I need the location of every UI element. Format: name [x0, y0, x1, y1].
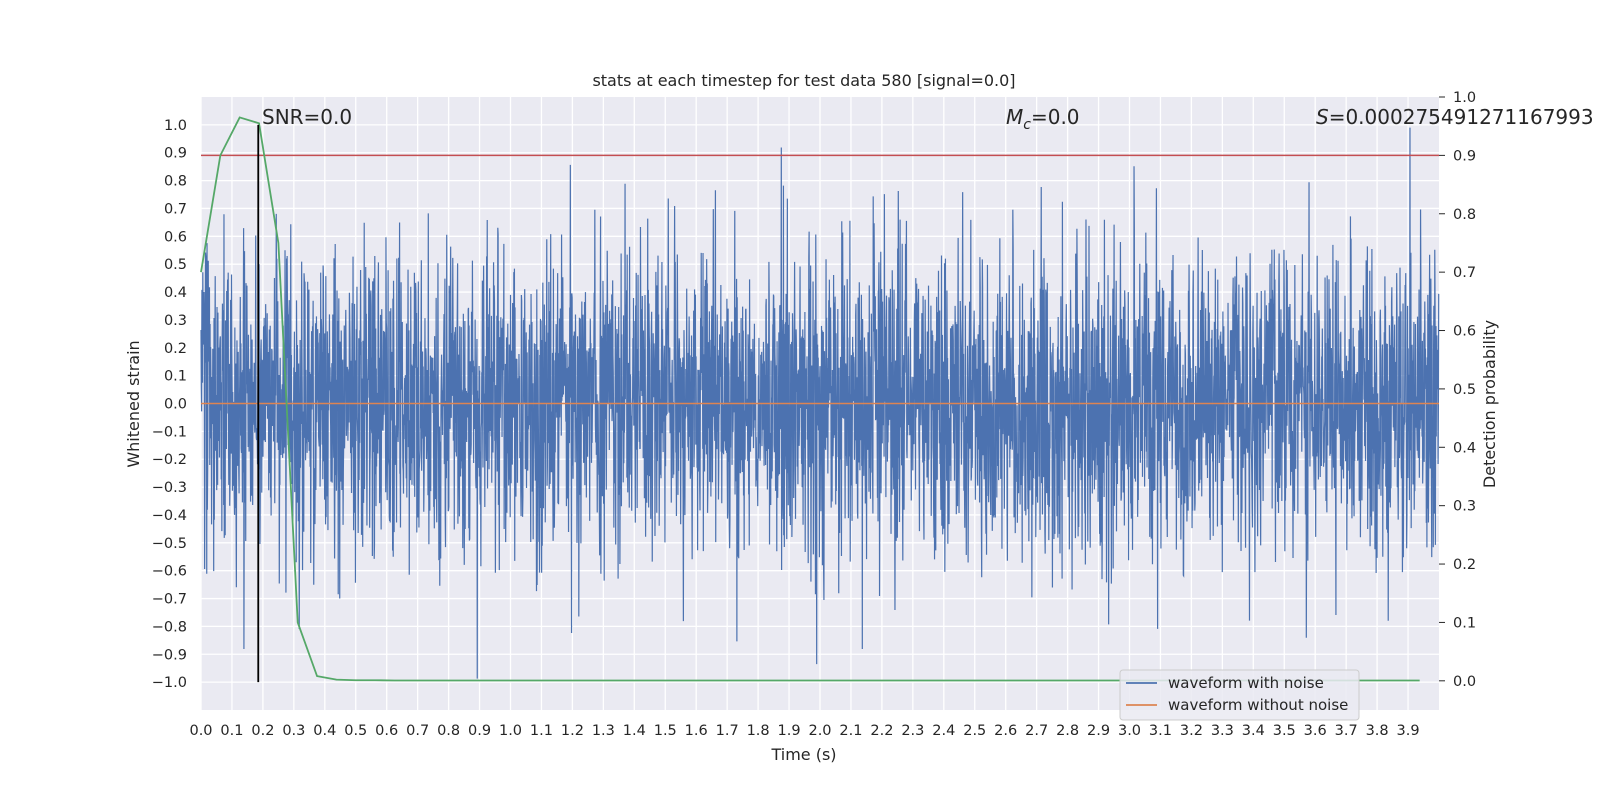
y2-tick-label: 0.6: [1453, 324, 1476, 340]
y-tick-label: −1.0: [152, 675, 187, 691]
y-tick-label: −0.8: [152, 619, 187, 635]
x-tick-label: 1.7: [716, 723, 739, 739]
x-tick-label: 3.6: [1304, 723, 1327, 739]
y2-tick-label: 0.0: [1453, 674, 1476, 690]
y-tick-label: 0.9: [164, 146, 187, 162]
x-tick-label: 3.8: [1366, 723, 1389, 739]
x-tick-label: 3.4: [1242, 723, 1265, 739]
x-tick-label: 3.5: [1273, 723, 1296, 739]
y-tick-label: −0.4: [152, 508, 187, 524]
x-tick-label: 2.1: [839, 723, 862, 739]
y2-axis-ticks: 1.0 0.9 0.8 0.7 0.6 0.5 0.4 0.3 0.2 0.1 0.0: [1439, 90, 1476, 690]
mc-subscript: c: [1023, 117, 1031, 133]
y-tick-label: 0.5: [164, 257, 187, 273]
x-tick-label: 0.7: [406, 723, 429, 739]
x-tick-label: 1.9: [778, 723, 801, 739]
x-tick-label: 2.6: [994, 723, 1017, 739]
y2-tick-label: 0.4: [1453, 440, 1476, 456]
y-tick-label: −0.5: [152, 536, 187, 552]
x-tick-label: 3.9: [1397, 723, 1420, 739]
mc-symbol: M: [1006, 105, 1023, 129]
x-tick-label: 0.2: [251, 723, 274, 739]
y-tick-label: 1.0: [164, 118, 187, 134]
y-tick-label: −0.9: [152, 647, 187, 663]
x-tick-label: 0.5: [344, 723, 367, 739]
y-tick-label: 0.2: [164, 341, 187, 357]
y-tick-label: −0.6: [152, 564, 187, 580]
legend-box: [1119, 669, 1360, 721]
y2-tick-label: 0.2: [1453, 557, 1476, 573]
x-tick-label: 2.3: [901, 723, 924, 739]
y2-tick-label: 0.7: [1453, 265, 1476, 281]
y-tick-label: −0.7: [152, 592, 187, 608]
x-tick-label: 2.2: [870, 723, 893, 739]
x-axis-label: Time (s): [770, 745, 836, 764]
s-annotation: S=0.000275491271167993: [1316, 105, 1594, 129]
y-tick-label: 0.6: [164, 229, 187, 245]
y-tick-label: 0.3: [164, 313, 187, 329]
y2-tick-label: 0.8: [1453, 207, 1476, 223]
y-tick-label: 0.1: [164, 369, 187, 385]
y2-tick-label: 0.3: [1453, 499, 1476, 515]
s-value: =0.000275491271167993: [1329, 105, 1594, 129]
x-tick-label: 0.3: [282, 723, 305, 739]
x-tick-label: 0.1: [220, 723, 243, 739]
x-tick-label: 1.0: [499, 723, 522, 739]
x-tick-label: 3.3: [1211, 723, 1234, 739]
legend-label-waveform-with-noise: waveform with noise: [1168, 674, 1324, 692]
x-tick-label: 1.3: [592, 723, 615, 739]
x-tick-label: 2.8: [1056, 723, 1079, 739]
series-layer: [200, 116, 1440, 683]
x-tick-label: 2.9: [1087, 723, 1110, 739]
x-tick-label: 3.7: [1335, 723, 1358, 739]
y-tick-label: −0.1: [152, 424, 187, 440]
x-tick-label: 3.1: [1149, 723, 1172, 739]
snr-annotation: SNR=0.0: [262, 105, 352, 129]
x-tick-label: 0.4: [313, 723, 336, 739]
x-tick-label: 2.7: [1025, 723, 1048, 739]
mc-annotation: Mc=0.0: [1006, 105, 1080, 133]
y2-axis-label: Detection probability: [1480, 320, 1499, 488]
x-tick-label: 0.8: [437, 723, 460, 739]
chart-area: 0.0 0.1 0.2 0.3 0.4 0.5 0.6 0.7 0.8 0.9 1.0 1.1 1.2 1…: [152, 90, 1476, 739]
chart-title: stats at each timestep for test data 580…: [592, 71, 1015, 90]
x-tick-label: 1.5: [654, 723, 677, 739]
s-symbol: S: [1316, 105, 1329, 129]
x-tick-label: 3.0: [1118, 723, 1141, 739]
x-tick-label: 1.6: [685, 723, 708, 739]
x-tick-label: 2.0: [808, 723, 831, 739]
y2-tick-label: 0.5: [1453, 382, 1476, 398]
x-tick-label: 0.9: [468, 723, 491, 739]
x-tick-label: 1.8: [747, 723, 770, 739]
x-axis-ticks: 0.0 0.1 0.2 0.3 0.4 0.5 0.6 0.7 0.8 0.9 1.0 1.1 1.2 1…: [189, 723, 1419, 739]
mc-value: =0.0: [1031, 105, 1080, 129]
y-axis-label: Whitened strain: [124, 340, 143, 467]
y-tick-label: 0.0: [164, 397, 187, 413]
x-tick-label: 3.2: [1180, 723, 1203, 739]
x-tick-label: 0.6: [375, 723, 398, 739]
y-tick-label: −0.3: [152, 480, 187, 496]
y2-tick-label: 0.1: [1453, 615, 1476, 631]
series-line-detection-probability: [200, 116, 1420, 682]
y-tick-label: 0.7: [164, 201, 187, 217]
y-tick-label: −0.2: [152, 452, 187, 468]
y-axis-ticks: 1.0 0.9 0.8 0.7 0.6 0.5 0.4 0.3 0.2 0.1 0.0 −0.1 −0.…: [152, 118, 187, 691]
y-tick-label: 0.8: [164, 174, 187, 190]
x-tick-label: 1.2: [561, 723, 584, 739]
x-tick-label: 1.1: [530, 723, 553, 739]
y2-tick-label: 0.9: [1453, 148, 1476, 164]
series-line-waveform-with-noise: [200, 127, 1440, 679]
legend-label-waveform-without-noise: waveform without noise: [1168, 696, 1348, 714]
y-tick-label: 0.4: [164, 285, 187, 301]
legend: waveform with noise waveform without noi…: [1119, 669, 1360, 721]
x-tick-label: 2.4: [932, 723, 955, 739]
x-tick-label: 1.4: [623, 723, 646, 739]
x-tick-label: 2.5: [963, 723, 986, 739]
x-tick-label: 0.0: [189, 723, 212, 739]
y2-tick-label: 1.0: [1453, 90, 1476, 106]
